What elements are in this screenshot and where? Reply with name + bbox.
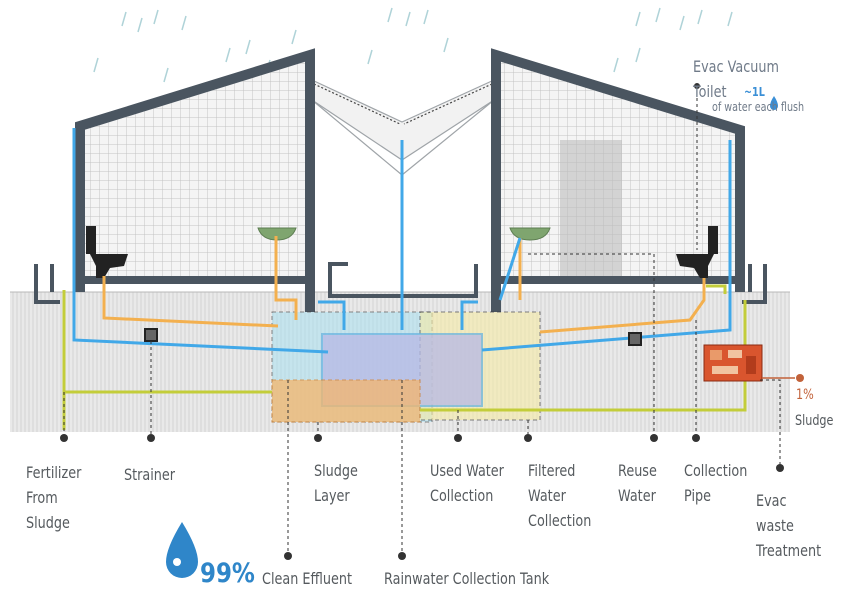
sludge-drop-icon: [796, 374, 804, 382]
filtered-water-label: Filtered Water Collection: [528, 461, 592, 530]
reuse-water-label: Reuse Water: [618, 461, 657, 505]
rain-streaks: [93, 7, 733, 83]
right-room-shade: [560, 140, 622, 280]
drop-highlight: [173, 558, 181, 566]
leader-dots: [60, 434, 784, 560]
blue-pipes: [72, 128, 732, 354]
clean-water-drop-icon: [166, 522, 198, 578]
clean-percent: 99%: [200, 558, 255, 589]
orange-pipes: [102, 236, 706, 334]
left-strainer: [144, 328, 158, 342]
right-strainer: [628, 332, 642, 346]
sludge-percent: 1%: [796, 387, 814, 403]
leader-lines: [63, 253, 781, 556]
sludge-layer-label: Sludge Layer: [314, 461, 358, 505]
foundations: [34, 262, 767, 304]
sludge-output-label: Sludge: [795, 413, 834, 429]
right-sink-icon: [509, 227, 551, 241]
evac-treatment-unit: [703, 344, 763, 382]
right-toilet-icon: [676, 226, 718, 278]
evac-waste-label: Evac waste Treatment: [756, 491, 822, 560]
sludge-layer: [271, 379, 421, 423]
used-water-label: Used Water Collection: [430, 461, 504, 505]
evac-toilet-label: Evac Vacuum Toilet: [693, 57, 779, 101]
evac-toilet-dot: [694, 83, 700, 89]
left-toilet-icon: [86, 226, 128, 278]
strainer-label: Strainer: [124, 465, 176, 484]
rainwater-tank-label: Rainwater Collection Tank: [384, 569, 550, 588]
liter-amount: ~1L: [744, 85, 765, 99]
building-structure: [75, 48, 745, 312]
collection-pipe-label: Collection Pipe: [684, 461, 748, 505]
fertilizer-label: Fertilizer From Sludge: [26, 463, 82, 532]
clean-effluent-label: Clean Effluent: [262, 569, 352, 588]
per-flush-text: of water each flush: [712, 100, 805, 114]
water-drop-icon: [770, 96, 778, 110]
